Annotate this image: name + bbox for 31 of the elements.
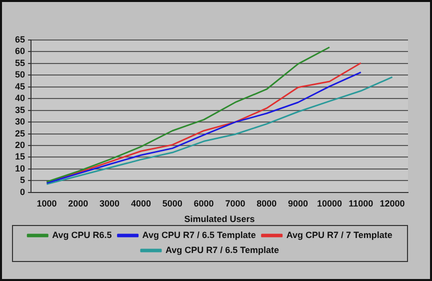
x-tick-label: 9000 [288, 198, 308, 208]
legend-label: Avg CPU R6.5 [52, 230, 112, 240]
x-tick-label: 1000 [36, 198, 57, 208]
y-tick-label: 5 [20, 175, 26, 186]
y-tick-label: 35 [14, 104, 26, 115]
legend-label: Avg CPU R7 / 7 Template [286, 230, 392, 240]
y-tick-label: 45 [14, 81, 26, 92]
y-tick-label: 25 [14, 128, 26, 138]
y-tick-label: 20 [14, 140, 26, 150]
x-tick-label: 7000 [225, 198, 246, 208]
x-tick-label: 3000 [100, 198, 120, 208]
legend-label: Avg CPU R7 / 6.5 Template [165, 244, 280, 255]
y-tick-label: 40 [14, 93, 26, 104]
y-tick-label: 15 [14, 152, 26, 162]
x-tick-label: 6000 [194, 198, 214, 208]
y-tick-label: 0 [20, 186, 26, 197]
x-tick-label: 10000 [316, 198, 342, 208]
x-tick-label: 8000 [256, 198, 277, 208]
x-tick-label: 12000 [380, 198, 405, 208]
y-tick-label: 65 [14, 34, 26, 44]
y-tick-label: 50 [14, 70, 26, 80]
x-tick-label: 2000 [68, 198, 88, 208]
x-tick-label: 4000 [130, 198, 151, 208]
x-axis-title: Simulated Users [184, 214, 255, 224]
y-tick-label: 10 [14, 163, 26, 174]
legend-label: Avg CPU R7 / 6.5 Template [142, 230, 256, 240]
y-tick-label: 30 [14, 116, 26, 127]
x-tick-label: 11000 [348, 198, 374, 208]
y-tick-label: 55 [14, 58, 26, 68]
y-tick-label: 60 [14, 46, 26, 56]
x-tick-label: 5000 [162, 198, 182, 208]
